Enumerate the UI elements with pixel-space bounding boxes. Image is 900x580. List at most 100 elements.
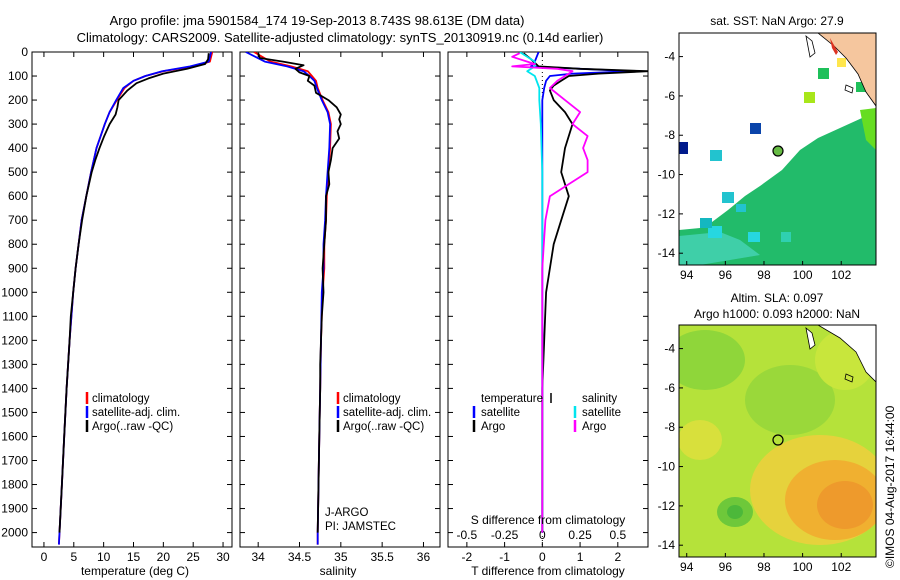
x-tick-label: 34 <box>252 550 266 564</box>
sst-pixel <box>837 58 846 67</box>
y-tick-label: 0 <box>21 45 28 59</box>
difference-x2label: S difference from climatology <box>471 513 626 527</box>
sla-map-title2: Argo h1000: 0.093 h2000: NaN <box>694 307 860 321</box>
annotation-pi: PI: JAMSTEC <box>325 521 396 533</box>
sst-island <box>844 84 854 94</box>
y-tick-label: 1100 <box>2 309 28 323</box>
legend-argo: Argo(..raw -QC) <box>92 421 173 433</box>
map-x-tick-label: 102 <box>831 268 851 282</box>
salinity-legend: climatology satellite-adj. clim. Argo(..… <box>336 392 431 433</box>
sst-map-frame <box>678 32 877 266</box>
sla-blob <box>745 365 835 435</box>
header-line1: Argo profile: jma 5901584_174 19-Sep-201… <box>110 13 525 28</box>
x2-tick-label: -0.5 <box>457 528 478 542</box>
sst-pixel <box>748 232 760 242</box>
x-tick-label: 0 <box>539 550 546 564</box>
series-line-argo-raw-qc- <box>257 52 342 533</box>
difference-axes-frame <box>447 51 649 548</box>
sst-pixel <box>736 204 746 212</box>
map-x-tick-label: 102 <box>831 560 851 574</box>
y-tick-label: 1000 <box>1 285 28 299</box>
legend-satellite: satellite-adj. clim. <box>343 407 431 419</box>
legend-temperature-title: temperature <box>481 393 543 405</box>
map-x-tick-label: 96 <box>719 268 733 282</box>
credit-stamp: ©IMOS 04-Aug-2017 16:44:00 <box>883 405 897 568</box>
x-tick-label: 20 <box>157 550 171 564</box>
sst-pixel <box>750 123 761 134</box>
map-y-tick-label: -6 <box>664 381 675 395</box>
x-tick-label: 35.5 <box>370 550 394 564</box>
annotation-jargo: J-ARGO <box>325 507 369 519</box>
y-tick-label: 1500 <box>1 405 28 419</box>
sla-map: Altim. SLA: 0.097 Argo h1000: 0.093 h200… <box>658 291 897 574</box>
sla-blob <box>727 505 743 519</box>
sst-pixel <box>722 192 734 203</box>
map-x-tick-label: 98 <box>757 560 771 574</box>
series-line-climatology <box>58 52 214 545</box>
map-y-tick-label: -4 <box>664 50 675 64</box>
sst-pixel <box>708 226 722 238</box>
legend-t-argo: Argo <box>481 421 505 433</box>
map-y-tick-label: -12 <box>658 207 676 221</box>
sst-field-warm <box>860 108 876 150</box>
x-tick-label: 15 <box>127 550 141 564</box>
sla-blob <box>817 481 873 529</box>
y-tick-label: 1700 <box>1 453 28 467</box>
sst-coastal-warm <box>830 38 838 55</box>
legend-s-satellite: satellite <box>582 407 621 419</box>
y-tick-label: 2000 <box>1 526 28 540</box>
map-x-tick-label: 100 <box>793 560 813 574</box>
header-line2: Climatology: CARS2009. Satellite-adjuste… <box>77 30 604 45</box>
map-x-tick-label: 100 <box>793 268 813 282</box>
map-y-tick-label: -8 <box>664 128 675 142</box>
y-tick-label: 300 <box>8 117 28 131</box>
y-tick-label: 200 <box>8 93 28 107</box>
sla-blob <box>679 330 745 390</box>
map-y-tick-label: -14 <box>658 246 676 260</box>
sst-pixel <box>818 68 829 79</box>
x-tick-label: 34.5 <box>288 550 312 564</box>
y-tick-label: 1800 <box>1 478 28 492</box>
x2-tick-label: 0.25 <box>568 528 592 542</box>
map-x-tick-label: 94 <box>680 560 694 574</box>
x-tick-label: 1 <box>577 550 584 564</box>
legend-s-argo: Argo <box>582 421 606 433</box>
sla-map-title1: Altim. SLA: 0.097 <box>731 291 824 305</box>
map-y-tick-label: -10 <box>658 460 676 474</box>
map-y-tick-label: -6 <box>664 89 675 103</box>
sst-pixel <box>700 218 712 228</box>
x-tick-label: 35 <box>334 550 348 564</box>
x2-tick-label: 0.5 <box>609 528 626 542</box>
temperature-panel: 0 5 10 15 20 25 300100200300400500600700800900… <box>1 45 233 578</box>
temperature-axes-frame <box>31 51 233 548</box>
legend-argo: Argo(..raw -QC) <box>343 421 424 433</box>
map-y-tick-label: -10 <box>658 168 676 182</box>
salinity-axes-frame <box>239 51 441 548</box>
sst-land <box>817 33 876 107</box>
x-tick-label: 0 <box>41 550 48 564</box>
x2-tick-label: -0.25 <box>491 528 519 542</box>
y-tick-label: 500 <box>8 165 28 179</box>
sst-map: sat. SST: NaN Argo: 27.9 <box>658 14 877 282</box>
series-line-salinity-satellite <box>519 52 544 533</box>
sst-field <box>679 112 876 265</box>
difference-legend: temperature satellite Argo salinity sate… <box>472 393 621 433</box>
x-tick-label: 30 <box>216 550 230 564</box>
legend-climatology: climatology <box>92 393 150 405</box>
series-line-satellite-adj-clim- <box>58 52 212 545</box>
legend-satellite: satellite-adj. clim. <box>92 407 180 419</box>
sla-island <box>805 326 816 350</box>
y-tick-label: 1600 <box>1 429 28 443</box>
x-tick-label: -2 <box>462 550 473 564</box>
difference-xlabel: T difference from climatology <box>471 564 625 578</box>
x2-tick-label: 0 <box>539 528 546 542</box>
sla-map-frame <box>678 324 877 558</box>
sst-pixel <box>781 232 791 242</box>
map-x-tick-label: 96 <box>719 560 733 574</box>
x-tick-label: 10 <box>97 550 111 564</box>
y-tick-label: 1300 <box>1 357 28 371</box>
sst-pixel <box>856 82 866 92</box>
y-tick-label: 1900 <box>1 502 28 516</box>
series-line-salinity-argo <box>511 52 589 533</box>
